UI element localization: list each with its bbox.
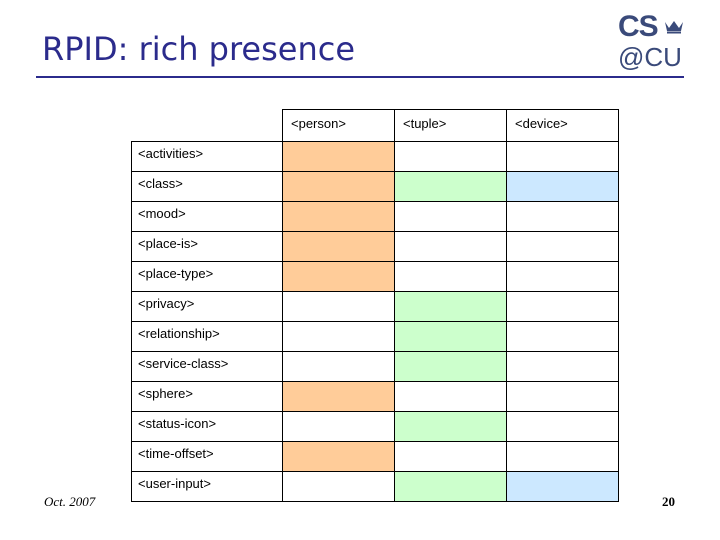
table-row: <mood>: [131, 201, 619, 232]
row-label: <sphere>: [131, 381, 283, 412]
cell-device: [506, 141, 619, 172]
cell-tuple: [394, 261, 507, 292]
column-header-tuple: <tuple>: [394, 109, 507, 142]
row-label: <relationship>: [131, 321, 283, 352]
cell-tuple: [394, 231, 507, 262]
cell-tuple: [394, 441, 507, 472]
table-row: <privacy>: [131, 291, 619, 322]
cell-person: [282, 351, 395, 382]
cell-device: [506, 471, 619, 502]
rpid-element-table: <person> <tuple> <device> <activities> <clas…: [131, 109, 619, 502]
table-row: <status-icon>: [131, 411, 619, 442]
row-label: <status-icon>: [131, 411, 283, 442]
cell-tuple: [394, 291, 507, 322]
cell-person: [282, 381, 395, 412]
slide-title: RPID: rich presence: [42, 30, 356, 68]
column-header-person: <person>: [282, 109, 395, 142]
cell-device: [506, 261, 619, 292]
cell-tuple: [394, 351, 507, 382]
slide-date: Oct. 2007: [44, 494, 96, 509]
table-row: <sphere>: [131, 381, 619, 412]
cell-tuple: [394, 381, 507, 412]
cell-device: [506, 381, 619, 412]
cell-person: [282, 201, 395, 232]
cell-person: [282, 321, 395, 352]
cell-device: [506, 201, 619, 232]
cell-person: [282, 471, 395, 502]
cell-person: [282, 291, 395, 322]
cell-device: [506, 441, 619, 472]
table-row: <time-offset>: [131, 441, 619, 472]
row-label: <time-offset>: [131, 441, 283, 472]
cs-cu-logo: CS @CU: [616, 8, 688, 72]
cell-person: [282, 141, 395, 172]
cell-device: [506, 321, 619, 352]
cell-tuple: [394, 321, 507, 352]
crown-icon: [665, 21, 683, 34]
cell-device: [506, 231, 619, 262]
cell-person: [282, 261, 395, 292]
cell-person: [282, 441, 395, 472]
slide-page-number: 20: [662, 494, 675, 509]
header-corner-cell: [131, 109, 283, 142]
row-label: <activities>: [131, 141, 283, 172]
table-row: <place-type>: [131, 261, 619, 292]
column-header-device: <device>: [506, 109, 619, 142]
cell-tuple: [394, 141, 507, 172]
table-row: <activities>: [131, 141, 619, 172]
row-label: <service-class>: [131, 351, 283, 382]
row-label: <mood>: [131, 201, 283, 232]
cell-person: [282, 171, 395, 202]
cell-tuple: [394, 201, 507, 232]
row-label: <place-type>: [131, 261, 283, 292]
cell-tuple: [394, 411, 507, 442]
table-row: <place-is>: [131, 231, 619, 262]
title-underline: [36, 76, 684, 78]
cell-device: [506, 291, 619, 322]
row-label: <class>: [131, 171, 283, 202]
cell-tuple: [394, 171, 507, 202]
row-label: <place-is>: [131, 231, 283, 262]
table-row: <user-input>: [131, 471, 619, 502]
row-label: <user-input>: [131, 471, 283, 502]
cell-device: [506, 171, 619, 202]
table-row: <service-class>: [131, 351, 619, 382]
cell-device: [506, 351, 619, 382]
cell-person: [282, 231, 395, 262]
cell-tuple: [394, 471, 507, 502]
table-row: <class>: [131, 171, 619, 202]
cell-person: [282, 411, 395, 442]
table-header-row: <person> <tuple> <device>: [131, 109, 619, 142]
cell-device: [506, 411, 619, 442]
row-label: <privacy>: [131, 291, 283, 322]
logo-cs-text: CS: [618, 10, 659, 43]
logo-cu-text: @CU: [618, 42, 682, 72]
table-row: <relationship>: [131, 321, 619, 352]
